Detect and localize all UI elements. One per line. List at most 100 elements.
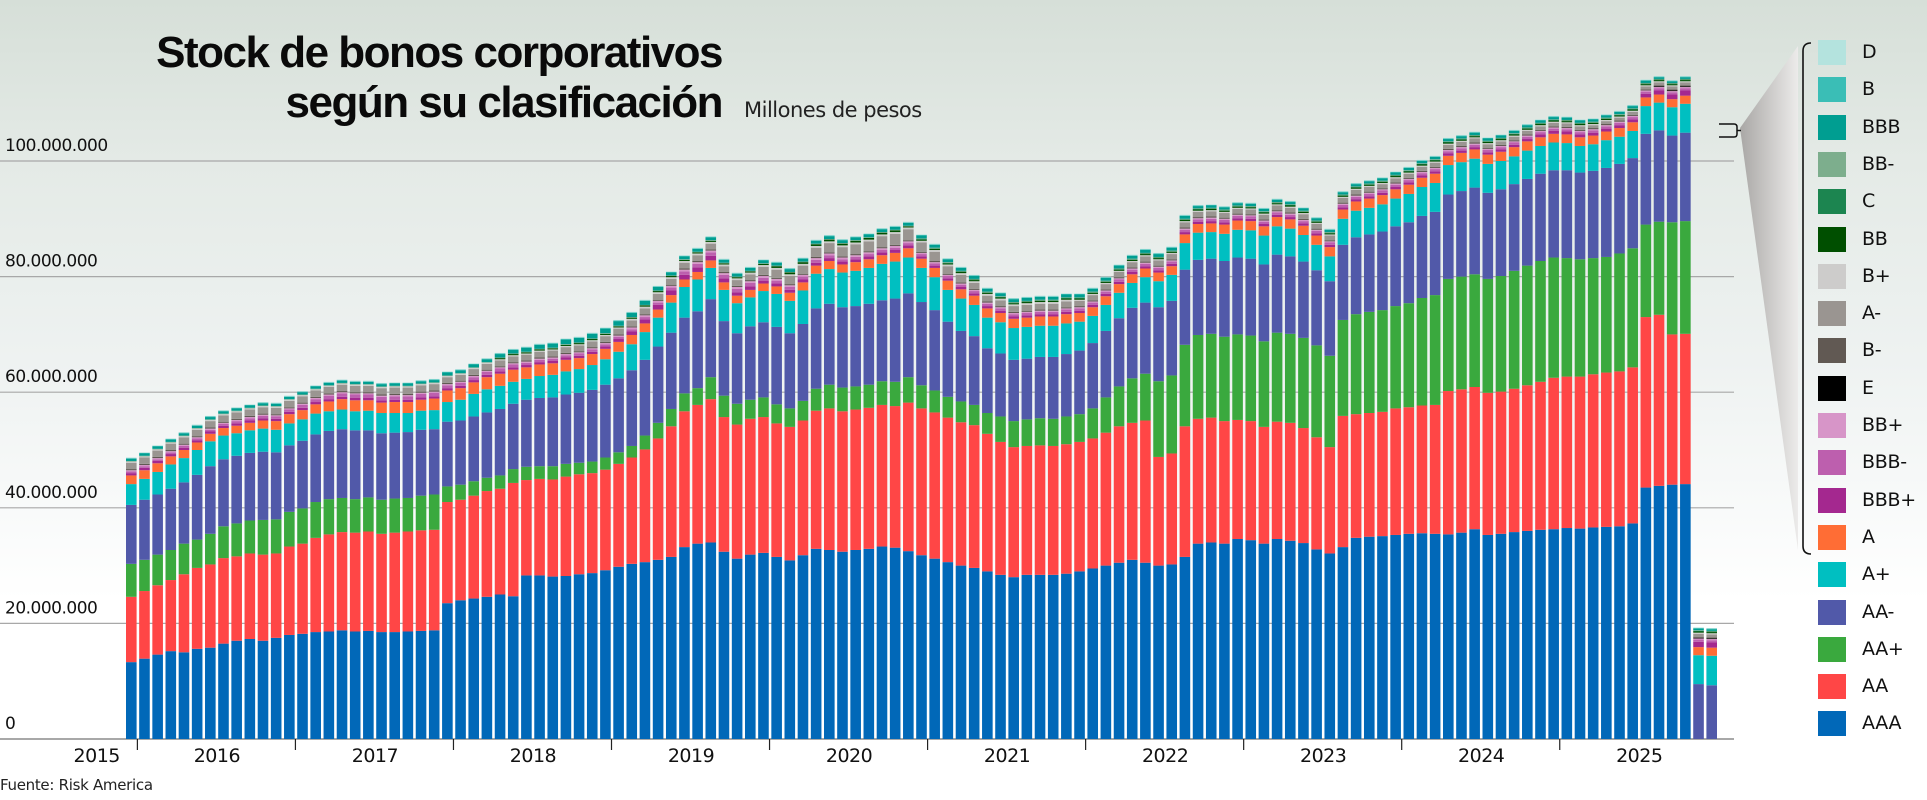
bar-segment-A: [363, 400, 374, 411]
bar-segment-D: [1482, 137, 1494, 138]
bar-segment-B-: [1587, 128, 1599, 130]
bar-segment-B-: [1601, 124, 1612, 126]
bar-segment-A+: [1061, 323, 1072, 355]
bar-segment-BBB+: [758, 280, 769, 284]
bar-segment-C: [1601, 118, 1612, 119]
bar-segment-BBB-: [705, 252, 717, 256]
bar-segment-A-: [1021, 304, 1033, 311]
bar-segment-B+: [850, 242, 861, 245]
bar-segment-BBB: [1350, 184, 1362, 187]
bar-segment-AA: [652, 438, 664, 560]
bar-segment-A-: [1416, 166, 1428, 171]
legend-item-BB-: BB-: [1818, 151, 1918, 178]
bar-segment-D: [1469, 131, 1480, 133]
bar-segment-BBB-: [1508, 142, 1520, 145]
bar-segment-BB: [1311, 221, 1322, 223]
bar-segment-A: [1126, 274, 1138, 283]
bar-segment-A+: [1574, 145, 1586, 173]
bar-segment-C: [1245, 206, 1257, 208]
bar-segment-AA+: [718, 395, 730, 418]
bar-segment-BB+: [270, 415, 282, 417]
bar-segment-B: [310, 385, 321, 387]
bar-segment-D: [1245, 202, 1257, 204]
bar-segment-B+: [402, 386, 414, 388]
bar-segment-BB-: [1535, 122, 1546, 124]
bar-segment-BBB+: [442, 388, 453, 391]
bar-stack: [1403, 166, 1415, 739]
bar-segment-B+: [284, 399, 295, 401]
bar-segment-BBB+: [1706, 642, 1717, 648]
bar-segment-BBB+: [863, 256, 875, 260]
bar-segment-AA+: [1614, 253, 1625, 372]
bar-segment-AA: [1574, 376, 1586, 529]
bar-segment-AAA: [1008, 577, 1019, 739]
bar-segment-B-: [349, 392, 361, 394]
bar-segment-BB-: [1574, 122, 1586, 124]
bar-segment-BBB+: [1126, 271, 1138, 275]
bar-segment-BBB: [731, 273, 743, 277]
bar-stack: [626, 311, 638, 739]
bar-segment-BBB-: [389, 396, 400, 400]
bar-segment-BBB+: [428, 396, 440, 399]
bar-segment-BBB+: [1087, 304, 1099, 308]
bar-stack: [1456, 134, 1467, 739]
bar-segment-BBB-: [231, 421, 242, 424]
bar-segment-BBB-: [1166, 261, 1178, 264]
x-tick-label: 2018: [510, 745, 556, 767]
bar-segment-A-: [1298, 214, 1309, 219]
bar-segment-D: [1508, 129, 1520, 131]
bar-segment-D: [1205, 204, 1217, 205]
bar-segment-D: [481, 358, 493, 359]
bar-segment-BB-: [1061, 297, 1072, 299]
bar-segment-B-: [679, 268, 690, 270]
bar-segment-B: [415, 380, 427, 382]
bar-segment-BB-: [1350, 186, 1362, 188]
bar-segment-C: [1456, 139, 1467, 140]
bar-segment-B: [1205, 204, 1217, 206]
bar-segment-A+: [270, 429, 282, 453]
bar-segment-BBB+: [1074, 310, 1085, 314]
bar-segment-AA-: [1008, 359, 1019, 422]
bar-segment-B: [652, 286, 664, 288]
chart-title: Stock de bonos corporativos según su cla…: [100, 28, 723, 128]
bar-segment-BB+: [1324, 241, 1336, 243]
legend-item-E: E: [1818, 375, 1918, 402]
bar-segment-AA+: [205, 533, 216, 565]
bar-segment-BBB-: [376, 396, 387, 401]
bar-segment-D: [863, 233, 875, 234]
bar-segment-BBB: [1416, 161, 1428, 164]
legend-label: AA: [1862, 675, 1888, 698]
bar-segment-B-: [363, 392, 374, 394]
bar-segment-BB+: [744, 281, 756, 283]
bar-segment-BB: [639, 305, 651, 307]
bar-segment-AA-: [1548, 170, 1559, 258]
bar-stack: [1666, 80, 1678, 739]
bar-segment-AA: [810, 410, 822, 549]
bar-segment-B: [784, 268, 796, 270]
bar-segment-A: [771, 286, 782, 294]
bar-segment-BB: [1179, 219, 1191, 222]
bar-segment-BB-: [692, 251, 703, 253]
bar-stack: [903, 221, 914, 739]
bar-segment-BBB-: [903, 243, 914, 246]
bar-segment-A+: [481, 389, 493, 413]
bar-segment-AA-: [784, 333, 796, 409]
bar-segment-B: [1153, 253, 1164, 255]
bar-segment-BBB: [942, 259, 954, 263]
bar-segment-AA-: [521, 399, 532, 467]
bar-segment-A: [1271, 217, 1283, 227]
bar-segment-BBB: [468, 364, 480, 368]
bar-segment-BBB: [1574, 120, 1586, 123]
bar-segment-BBB: [626, 313, 638, 318]
legend-label: B: [1862, 78, 1875, 101]
bar-segment-BBB+: [336, 396, 348, 400]
bar-segment-AA: [1403, 407, 1415, 534]
bar-segment-BB-: [1640, 82, 1652, 84]
legend-item-BB+: BB+: [1818, 413, 1918, 439]
bar-stack: [744, 266, 756, 739]
bar-segment-BBB: [837, 240, 848, 244]
bar-segment-A-: [1311, 224, 1322, 229]
bar-segment-A: [573, 358, 585, 370]
bar-segment-AA-: [442, 421, 453, 487]
bar-segment-AA-: [1416, 215, 1428, 298]
